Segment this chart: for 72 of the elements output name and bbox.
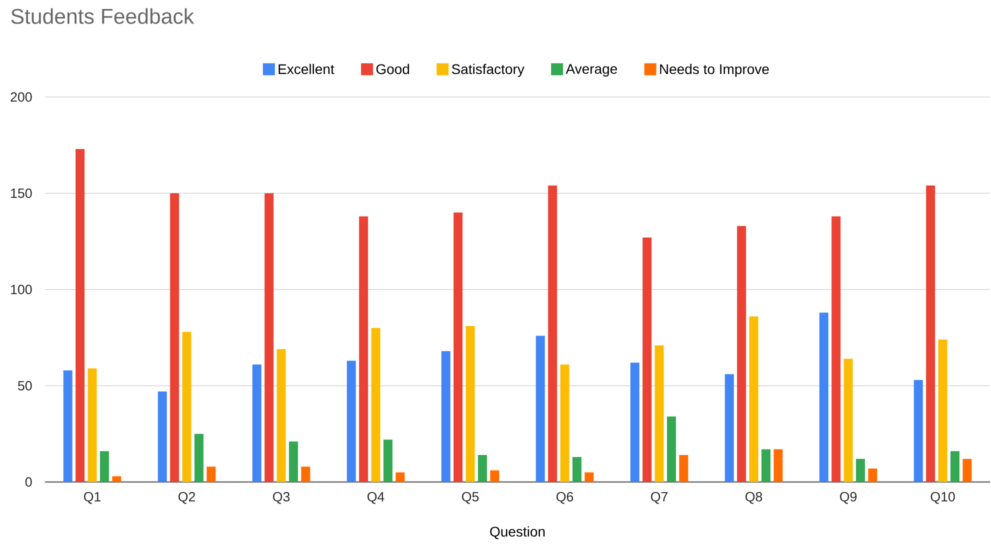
bar xyxy=(383,440,392,482)
y-tick-label: 200 xyxy=(10,92,32,102)
x-tick-label: Q5 xyxy=(462,492,479,504)
bar xyxy=(749,316,758,482)
bar xyxy=(950,451,960,482)
chart-title: Students Feedback xyxy=(11,8,194,24)
bar xyxy=(158,392,167,482)
bar xyxy=(76,149,85,482)
bar xyxy=(536,336,545,482)
bar xyxy=(454,212,463,482)
bar xyxy=(112,476,122,482)
bar xyxy=(844,358,853,482)
bar xyxy=(194,434,204,482)
x-tick-label: Q8 xyxy=(745,492,762,504)
bar xyxy=(478,455,487,482)
y-tick-label: 150 xyxy=(11,188,32,198)
x-axis-title: Question xyxy=(490,526,545,540)
bar xyxy=(761,449,770,482)
bar xyxy=(170,193,180,482)
bar xyxy=(642,238,652,482)
bar xyxy=(100,451,109,482)
bar xyxy=(288,442,298,482)
x-tick-label: Q1 xyxy=(84,492,101,504)
bar xyxy=(264,193,274,482)
legend-label: Average xyxy=(566,64,617,77)
x-tick-label: Q4 xyxy=(367,492,384,504)
y-tick-label: 0 xyxy=(25,477,32,487)
bar xyxy=(654,346,664,482)
bar xyxy=(819,312,828,482)
bar xyxy=(276,349,286,482)
y-tick-label: 50 xyxy=(18,381,32,391)
bar xyxy=(962,459,972,482)
bar xyxy=(724,374,734,482)
legend-label: Excellent xyxy=(278,64,334,74)
bar xyxy=(396,472,405,482)
bar xyxy=(774,449,783,482)
bar xyxy=(856,459,865,482)
bar xyxy=(572,457,582,482)
bar xyxy=(301,466,310,482)
bar xyxy=(926,186,936,482)
bar xyxy=(252,364,262,482)
bar xyxy=(441,351,450,482)
bar xyxy=(938,340,948,482)
bar xyxy=(679,455,688,482)
bar xyxy=(371,328,380,482)
bar xyxy=(490,470,500,482)
x-tick-label: Q2 xyxy=(178,492,195,504)
bar xyxy=(466,326,475,482)
legend-label: Needs to Improve xyxy=(660,64,769,78)
bar xyxy=(206,466,216,482)
bar xyxy=(346,360,356,482)
bar xyxy=(359,216,368,482)
x-tick-label: Q3 xyxy=(272,492,290,504)
y-tick-label: 100 xyxy=(11,284,32,294)
bar xyxy=(584,472,594,482)
x-tick-label: Q7 xyxy=(650,492,668,504)
bar xyxy=(630,362,640,482)
bar xyxy=(63,370,72,482)
bar xyxy=(548,186,558,482)
bar xyxy=(737,226,746,482)
bar xyxy=(832,216,841,482)
x-tick-label: Q6 xyxy=(556,492,574,504)
bar xyxy=(868,468,878,482)
bar xyxy=(914,380,923,482)
bar xyxy=(88,368,97,482)
bar xyxy=(560,364,570,482)
x-tick-label: Q9 xyxy=(840,492,857,504)
bar xyxy=(666,416,676,482)
legend-label: Good xyxy=(376,64,410,74)
bar xyxy=(182,332,192,482)
x-tick-label: Q10 xyxy=(930,492,955,504)
legend-label: Satisfactory xyxy=(452,64,524,78)
